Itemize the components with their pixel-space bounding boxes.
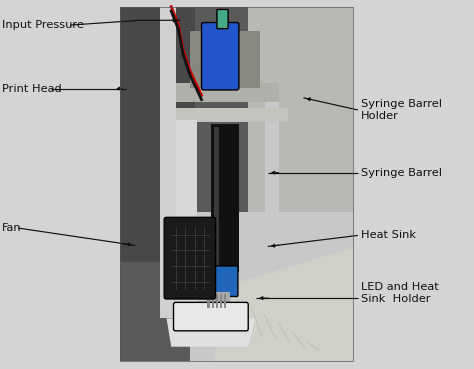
Text: Syringe Barrel: Syringe Barrel — [361, 168, 442, 178]
Text: Print Head: Print Head — [2, 83, 62, 94]
Bar — [220, 294, 222, 308]
Bar — [224, 294, 227, 308]
FancyBboxPatch shape — [173, 302, 248, 331]
Polygon shape — [213, 248, 353, 361]
FancyBboxPatch shape — [202, 266, 238, 296]
FancyBboxPatch shape — [201, 23, 239, 90]
Text: Input Pressure: Input Pressure — [2, 20, 84, 30]
Bar — [264, 85, 279, 315]
Bar — [160, 7, 176, 318]
Bar — [248, 7, 353, 212]
Bar — [206, 292, 229, 311]
Text: Fan: Fan — [2, 223, 22, 233]
Bar — [120, 7, 194, 262]
Text: Syringe Barrel
Holder: Syringe Barrel Holder — [361, 99, 442, 121]
Bar — [120, 7, 353, 361]
Bar — [176, 120, 197, 325]
Bar — [211, 294, 214, 308]
Bar — [190, 31, 260, 88]
Bar — [211, 124, 239, 272]
FancyBboxPatch shape — [217, 10, 228, 29]
Text: LED and Heat
Sink  Holder: LED and Heat Sink Holder — [361, 282, 439, 304]
FancyBboxPatch shape — [164, 217, 216, 299]
Polygon shape — [166, 318, 255, 347]
Text: Heat Sink: Heat Sink — [361, 230, 416, 241]
Bar — [176, 83, 279, 102]
Bar — [190, 212, 353, 361]
Bar — [120, 7, 353, 361]
Bar — [214, 127, 219, 265]
Bar — [207, 294, 210, 308]
Bar — [176, 108, 288, 122]
Bar — [216, 294, 218, 308]
